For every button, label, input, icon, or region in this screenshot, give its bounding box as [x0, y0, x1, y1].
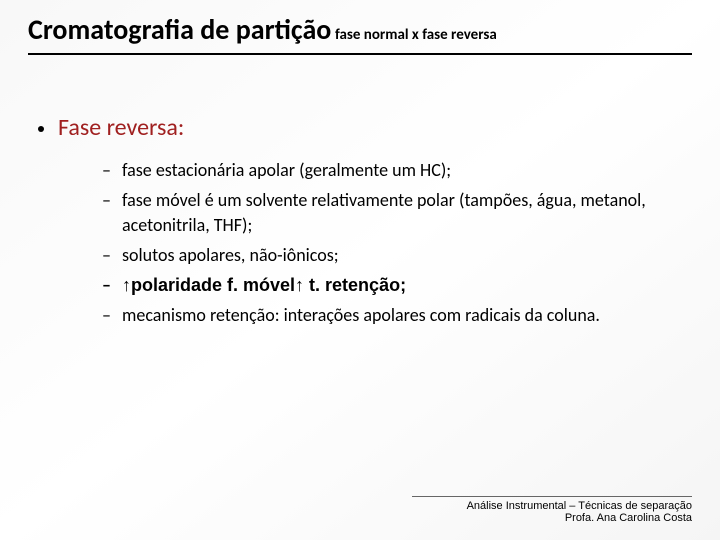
- list-item: fase estacionária apolar (geralmente um …: [106, 158, 654, 182]
- content-area: Fase reversa: fase estacionária apolar (…: [0, 55, 720, 328]
- section-heading: Fase reversa:: [36, 113, 684, 142]
- list-item: mecanismo retenção: interações apolares …: [106, 303, 654, 327]
- slide-title: Cromatografia de partição: [28, 12, 331, 47]
- bullet-icon: [38, 126, 44, 132]
- list-item-text: fase estacionária apolar (geralmente um …: [122, 159, 451, 181]
- list-item-text: mecanismo retenção: interações apolares …: [122, 304, 600, 326]
- slide-subtitle: fase normal x fase reversa: [335, 26, 497, 44]
- sub-list: fase estacionária apolar (geralmente um …: [36, 158, 684, 328]
- list-item: fase móvel é um solvente relativamente p…: [106, 188, 654, 237]
- title-bar: Cromatografia de partição fase normal x …: [28, 0, 692, 55]
- footer-text-1: Análise Instrumental – Técnicas de separ…: [412, 500, 692, 512]
- list-item-text: fase móvel é um solvente relativamente p…: [122, 189, 646, 235]
- list-item-text: solutos apolares, não-iônicos;: [122, 244, 339, 266]
- list-item-text: ↑polaridade f. móvel↑ t. retenção;: [122, 275, 406, 295]
- footer: Análise Instrumental – Técnicas de separ…: [412, 496, 692, 524]
- list-item: ↑polaridade f. móvel↑ t. retenção;: [106, 273, 654, 297]
- footer-text-2: Profa. Ana Carolina Costa: [412, 512, 692, 524]
- footer-divider: [412, 496, 692, 497]
- list-item: solutos apolares, não-iônicos;: [106, 243, 654, 267]
- section-heading-text: Fase reversa:: [58, 113, 184, 142]
